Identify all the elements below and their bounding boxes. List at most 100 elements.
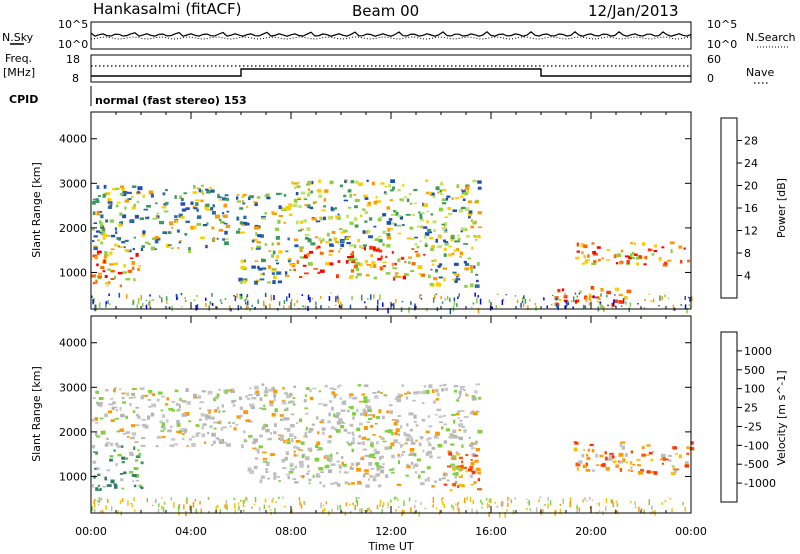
scatter-cell (354, 198, 360, 203)
scatter-cell (350, 482, 355, 485)
scatter-cell (135, 479, 140, 482)
scatter-cell (328, 458, 332, 461)
clutter-cell (496, 293, 499, 295)
scatter-cell (127, 269, 133, 273)
scatter-cell (451, 433, 454, 437)
scatter-cell (477, 472, 481, 475)
scatter-cell (386, 234, 392, 238)
clutter-cell (337, 297, 340, 303)
clutter-cell (686, 308, 688, 314)
scatter-cell (123, 471, 127, 475)
clutter-cell (233, 294, 235, 297)
scatter-cell (289, 269, 292, 271)
clutter-cell (283, 305, 285, 310)
scatter-cell (91, 274, 96, 278)
scatter-cell (463, 429, 467, 433)
clutter-cell (420, 502, 422, 505)
scatter-cell (357, 482, 360, 485)
scatter-cell (413, 391, 417, 394)
scatter-cell (236, 216, 240, 221)
scatter-cell (243, 430, 246, 434)
scatter-cell (389, 199, 393, 201)
scatter-cell (171, 400, 176, 404)
scatter-cell (195, 434, 200, 437)
scatter-cell (366, 204, 372, 207)
scatter-cell (266, 281, 271, 284)
scatter-cell (337, 260, 341, 263)
scatter-cell (437, 456, 441, 459)
clutter-cell (121, 498, 124, 502)
scatter-cell (103, 255, 107, 259)
scatter-cell (102, 228, 105, 231)
scatter-cell (294, 465, 298, 469)
scatter-cell (322, 484, 326, 488)
scatter-cell (445, 428, 450, 432)
clutter-cell (240, 499, 242, 502)
clutter-cell (98, 302, 101, 308)
scatter-cell (356, 467, 361, 472)
scatter-cell (293, 385, 296, 388)
scatter-cell (408, 256, 412, 259)
scatter-cell (407, 437, 411, 442)
scatter-cell (467, 200, 472, 204)
scatter-cell (341, 401, 347, 405)
scatter-cell (151, 237, 156, 241)
clutter-cell (456, 303, 458, 307)
scatter-cell (369, 441, 374, 445)
scatter-cell (450, 457, 456, 460)
scatter-cell (441, 223, 445, 226)
scatter-cell (605, 466, 610, 471)
scatter-cell (171, 227, 174, 229)
scatter-cell (352, 258, 358, 261)
scatter-cell (646, 454, 650, 457)
clutter-cell (336, 295, 339, 300)
clutter-cell (588, 302, 591, 306)
scatter-cell (472, 411, 478, 416)
clutter-cell (239, 293, 241, 296)
scatter-cell (452, 271, 457, 274)
scatter-cell (137, 415, 141, 419)
scatter-cell (109, 397, 114, 400)
scatter-cell (95, 487, 99, 491)
scatter-cell (618, 294, 623, 296)
scatter-cell (410, 452, 414, 456)
scatter-cell (273, 393, 277, 398)
scatter-cell (224, 230, 228, 235)
scatter-cell (288, 203, 293, 208)
scatter-cell (380, 392, 383, 394)
scatter-cell (465, 454, 469, 457)
scatter-cell (309, 396, 314, 401)
scatter-cell (351, 259, 356, 263)
clutter-cell (183, 504, 185, 510)
scatter-cell (581, 262, 585, 265)
scatter-cell (644, 255, 648, 260)
scatter-cell (439, 263, 443, 267)
scatter-cell (473, 442, 478, 445)
scatter-cell (212, 237, 216, 241)
scatter-cell (289, 392, 293, 397)
scatter-cell (282, 467, 287, 470)
scatter-cell (435, 186, 440, 190)
scatter-cell (225, 389, 229, 393)
scatter-cell (626, 260, 630, 265)
scatter-cell (196, 208, 199, 212)
scatter-cell (155, 202, 158, 205)
scatter-cell (633, 253, 638, 256)
scatter-cell (129, 219, 135, 224)
scatter-cell (661, 246, 665, 249)
clutter-cell (613, 301, 615, 307)
scatter-cell (444, 473, 448, 477)
scatter-cell (119, 388, 122, 391)
clutter-cell (664, 499, 667, 503)
clutter-cell (176, 296, 179, 300)
scatter-cell (223, 214, 228, 218)
scatter-cell (331, 230, 336, 234)
clutter-cell (443, 504, 445, 509)
scatter-cell (441, 477, 446, 480)
scatter-cell (424, 244, 428, 247)
scatter-cell (184, 429, 187, 434)
scatter-cell (370, 453, 375, 458)
scatter-cell (96, 211, 101, 216)
scatter-cell (248, 435, 253, 438)
